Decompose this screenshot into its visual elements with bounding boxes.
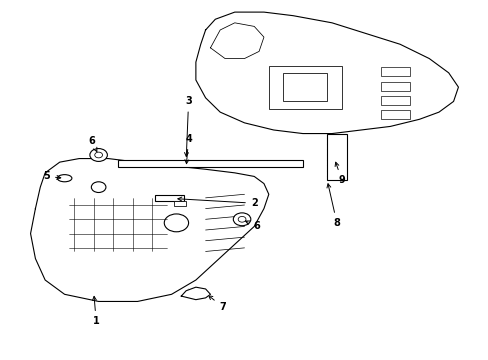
Text: 4: 4 (184, 134, 192, 164)
Text: 9: 9 (334, 162, 345, 185)
Polygon shape (210, 23, 264, 59)
Text: 7: 7 (208, 296, 225, 312)
FancyBboxPatch shape (174, 201, 186, 206)
Text: 6: 6 (245, 221, 260, 231)
Text: 6: 6 (88, 136, 97, 152)
Polygon shape (196, 12, 458, 134)
Text: 1: 1 (92, 296, 100, 326)
Circle shape (90, 149, 107, 161)
Text: 3: 3 (184, 96, 192, 157)
Text: 8: 8 (326, 184, 340, 228)
FancyBboxPatch shape (154, 195, 183, 202)
Text: 2: 2 (178, 197, 257, 208)
FancyBboxPatch shape (118, 160, 302, 167)
Polygon shape (181, 287, 210, 300)
Circle shape (233, 213, 250, 226)
Polygon shape (30, 158, 268, 301)
Text: 5: 5 (43, 171, 61, 181)
Ellipse shape (57, 175, 72, 182)
FancyBboxPatch shape (326, 134, 346, 180)
